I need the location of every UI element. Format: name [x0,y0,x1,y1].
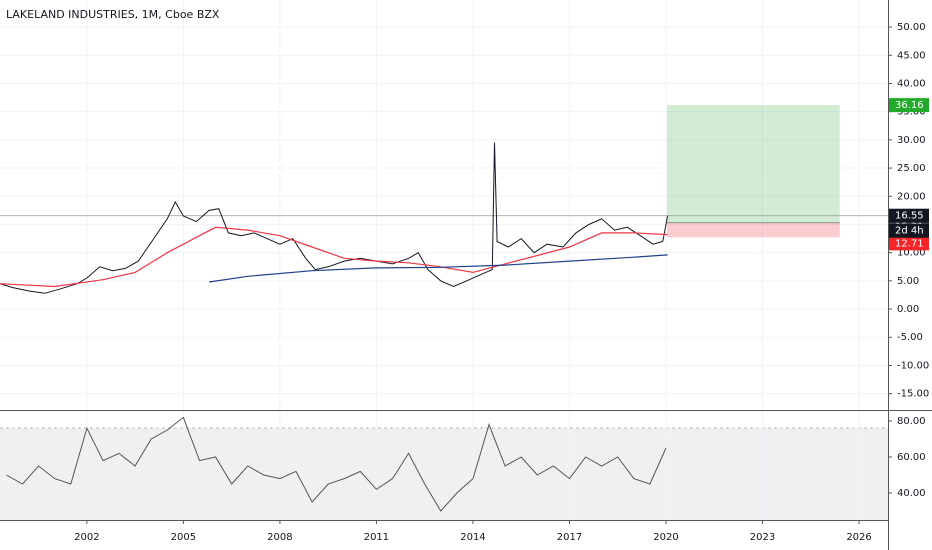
y-tick-label: 45.00 [897,50,926,61]
rsi-band [0,428,888,520]
target-label: 36.16 [895,100,924,111]
line-series [0,226,668,288]
line-series [209,254,668,283]
stop-label-bg [889,236,929,251]
x-tick-label: 2017 [557,532,582,543]
chart-title: LAKELAND INDUSTRIES, 1M, Cboe BZX [6,8,220,21]
x-tick-label: 2008 [267,532,292,543]
y-tick-label: 40.00 [897,488,926,499]
y-tick-label: -10.00 [897,360,929,371]
y-tick-label: 40.00 [897,78,926,89]
x-tick-label: 2002 [74,532,99,543]
x-tick-label: 2020 [653,532,678,543]
x-tick-label: 2005 [171,532,196,543]
countdown-bg [889,223,929,238]
x-tick-label: 2011 [364,532,389,543]
y-tick-label: 20.00 [897,191,926,202]
last-price-label: 16.55 [895,211,924,222]
y-tick-label: 0.00 [897,304,919,315]
y-tick-label: 5.00 [897,276,919,287]
y-tick-label: 80.00 [897,416,926,427]
y-tick-label: -15.00 [897,389,929,400]
y-tick-label: 25.00 [897,163,926,174]
x-tick-label: 2026 [846,532,871,543]
y-tick-label: 30.00 [897,135,926,146]
y-tick-label: 10.00 [897,248,926,259]
countdown: 2d 4h [895,226,924,237]
y-tick-label: 35.00 [897,107,926,118]
stop-label: 12.71 [895,238,924,249]
last-price-label-bg [889,208,929,223]
line-series [6,416,667,512]
target-label-bg [889,98,929,113]
line-series [0,142,669,294]
target-zone [666,105,840,223]
x-tick-label: 2014 [460,532,485,543]
y-tick-label: 50.00 [897,22,926,33]
y-tick-label: 60.00 [897,452,926,463]
stop-zone [666,222,840,238]
x-tick-label: 2023 [750,532,775,543]
y-tick-label: -5.00 [897,332,923,343]
